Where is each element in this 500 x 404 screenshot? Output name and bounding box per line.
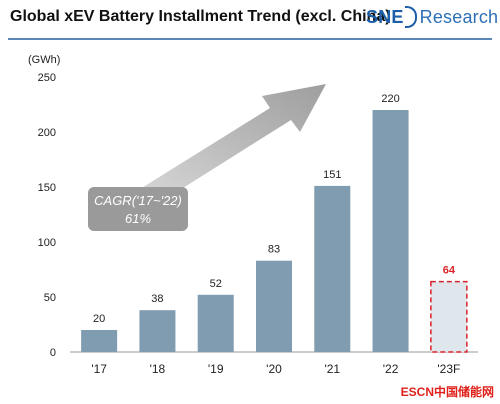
x-tick-label: '18 [150, 362, 166, 376]
cagr-annotation-line1: CAGR('17~'22) [94, 193, 182, 208]
x-tick-label: '21 [324, 362, 340, 376]
x-tick-label: '23F [437, 362, 460, 376]
brand-logo: SNE Research [366, 6, 498, 28]
y-tick-label: 250 [38, 72, 56, 84]
x-tick-label: '17 [91, 362, 107, 376]
bar-value-label: 52 [210, 278, 222, 290]
cagr-annotation-box [88, 187, 188, 231]
bar-value-label: 38 [151, 293, 163, 305]
bar [314, 185, 351, 352]
title-divider [8, 38, 492, 40]
bar-value-label: 20 [93, 313, 105, 325]
y-tick-label: 200 [38, 127, 56, 139]
y-unit-label: (GWh) [28, 54, 60, 66]
x-tick-label: '22 [383, 362, 399, 376]
forecast-value-label: 64 [443, 265, 456, 277]
bar [372, 110, 409, 352]
y-tick-label: 150 [38, 182, 56, 194]
bar-value-label: 151 [323, 169, 341, 181]
bar [197, 294, 234, 352]
watermark-logo: ESCN中国储能网 [400, 385, 494, 399]
bar-value-label: 220 [381, 93, 399, 105]
bar-value-label: 83 [268, 244, 280, 256]
x-tick-label: '20 [266, 362, 282, 376]
bar [139, 310, 176, 352]
chart-title: Global xEV Battery Installment Trend (ex… [10, 8, 391, 25]
brand-arc-icon [404, 6, 417, 28]
brand-suffix: Research [419, 6, 499, 27]
y-tick-label: 0 [50, 347, 56, 359]
brand-prefix: SNE [366, 6, 404, 27]
x-tick-label: '19 [208, 362, 224, 376]
bar-forecast [430, 280, 468, 353]
bar [81, 330, 118, 352]
cagr-annotation-line2: 61% [125, 211, 151, 226]
bar [256, 260, 292, 352]
y-tick-label: 100 [38, 237, 56, 249]
y-tick-label: 50 [44, 292, 56, 304]
